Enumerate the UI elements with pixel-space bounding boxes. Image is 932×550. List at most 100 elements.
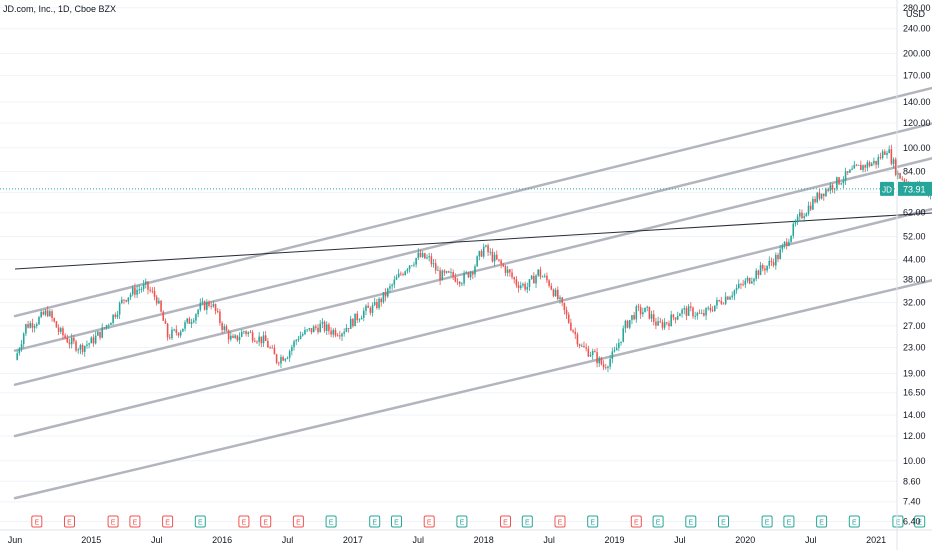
candle-body	[687, 306, 690, 316]
earnings-event-icon[interactable]: E	[914, 515, 926, 528]
earnings-event-icon[interactable]: E	[652, 515, 664, 528]
candle-body	[373, 301, 376, 306]
earnings-event-icon[interactable]: E	[129, 515, 141, 528]
trend-line	[14, 212, 932, 270]
earnings-event-label: E	[133, 520, 138, 527]
earnings-event-icon[interactable]: E	[64, 515, 75, 528]
candle-body	[384, 292, 387, 297]
candle-body	[173, 329, 175, 331]
candle-body	[881, 151, 884, 158]
earnings-event-box	[260, 515, 272, 528]
candle-body	[626, 320, 629, 328]
candle-body	[190, 322, 193, 324]
earnings-event-icon[interactable]: E	[31, 515, 43, 528]
earnings-event-box	[107, 515, 119, 528]
candle-body	[110, 323, 112, 325]
candle-body	[245, 331, 247, 335]
candle-body	[125, 300, 127, 302]
y-tick-label: 14.00	[903, 410, 926, 420]
candle-body	[785, 241, 788, 246]
candle-body	[212, 304, 215, 307]
x-tick-label: 2018	[474, 535, 494, 545]
earnings-event-icon[interactable]: E	[162, 515, 174, 528]
candle-body	[690, 306, 692, 308]
x-tick-label: 2020	[735, 535, 755, 545]
earnings-event-icon[interactable]: E	[456, 515, 468, 528]
candle-body	[354, 313, 356, 327]
earnings-event-icon[interactable]: E	[369, 515, 381, 528]
candle-body	[240, 331, 243, 337]
earnings-event-icon[interactable]: E	[107, 515, 119, 528]
x-tick-label: Jul	[543, 535, 555, 545]
candle-body	[343, 331, 345, 334]
time-axis[interactable]: Jun 2015 Jul 2016 Jul 2017 Jul 2018 Jul 2019 Jul 20…	[0, 529, 932, 545]
y-tick-label: 12.00	[903, 431, 926, 441]
earnings-event-icon[interactable]: E	[391, 515, 402, 528]
earnings-event-icon[interactable]: E	[892, 515, 904, 528]
candle-body	[256, 341, 258, 343]
earnings-event-icon[interactable]: E	[238, 515, 250, 528]
candle-body	[168, 337, 171, 339]
earnings-event-icon[interactable]: E	[783, 515, 795, 528]
y-tick-label: 10.00	[903, 456, 926, 466]
earnings-event-icon[interactable]: E	[292, 515, 304, 528]
earnings-event-icon[interactable]: E	[816, 515, 828, 528]
earnings-event-icon[interactable]: E	[521, 515, 533, 528]
earnings-event-icon[interactable]: E	[630, 515, 642, 528]
earnings-event-icon[interactable]: E	[761, 515, 773, 528]
earnings-event-icon[interactable]: E	[718, 515, 729, 528]
candle-body	[775, 254, 777, 266]
candle-body	[419, 252, 422, 257]
y-tick-label: 170.00	[903, 71, 931, 81]
earnings-event-label: E	[263, 520, 268, 527]
candle-body	[166, 323, 169, 338]
earnings-event-label: E	[198, 520, 203, 527]
candle-body	[613, 350, 616, 352]
candle-body	[295, 340, 298, 342]
candle-body	[731, 295, 734, 298]
earnings-event-icon[interactable]: E	[194, 515, 206, 528]
earnings-event-icon[interactable]: E	[500, 515, 511, 528]
price-axis[interactable]: 280.00 240.00 200.00 170.00 140.00 120.00 100.…	[880, 0, 932, 550]
candle-body	[55, 321, 58, 328]
candle-body	[740, 283, 742, 285]
earnings-event-icon[interactable]: E	[423, 515, 435, 528]
candle-body	[567, 314, 570, 323]
candle-body	[223, 326, 226, 330]
earnings-event-icon[interactable]: E	[685, 515, 697, 528]
earnings-event-icon[interactable]: E	[325, 515, 337, 528]
candle-body	[275, 354, 278, 363]
candle-body	[524, 283, 526, 290]
candle-body	[493, 254, 496, 262]
candle-body	[42, 311, 45, 315]
candle-body	[742, 284, 744, 286]
candle-body	[363, 310, 365, 318]
candle-body	[129, 294, 132, 298]
candle-body	[589, 355, 592, 357]
candle-body	[735, 287, 738, 291]
candle-body	[759, 265, 762, 276]
candle-body	[860, 164, 862, 171]
candle-body	[506, 269, 509, 273]
earnings-event-icon[interactable]: E	[260, 515, 272, 528]
candle-body	[755, 270, 757, 279]
candle-body	[147, 281, 149, 290]
candle-body	[768, 260, 771, 266]
candle-body	[670, 314, 672, 327]
candle-body	[753, 278, 755, 282]
candle-body	[273, 347, 276, 355]
candle-body	[624, 320, 627, 329]
candle-body	[661, 322, 664, 328]
candle-body	[722, 303, 725, 305]
candle-body	[352, 318, 354, 327]
earnings-event-icon[interactable]: E	[554, 515, 566, 528]
candle-body	[339, 335, 341, 337]
earnings-event-icon[interactable]: E	[587, 515, 599, 528]
candle-body	[406, 269, 409, 272]
candle-body	[709, 307, 712, 311]
candle-body	[548, 280, 550, 286]
candle-body	[25, 324, 27, 334]
earnings-event-icon[interactable]: E	[848, 515, 860, 528]
candle-body	[319, 323, 321, 333]
